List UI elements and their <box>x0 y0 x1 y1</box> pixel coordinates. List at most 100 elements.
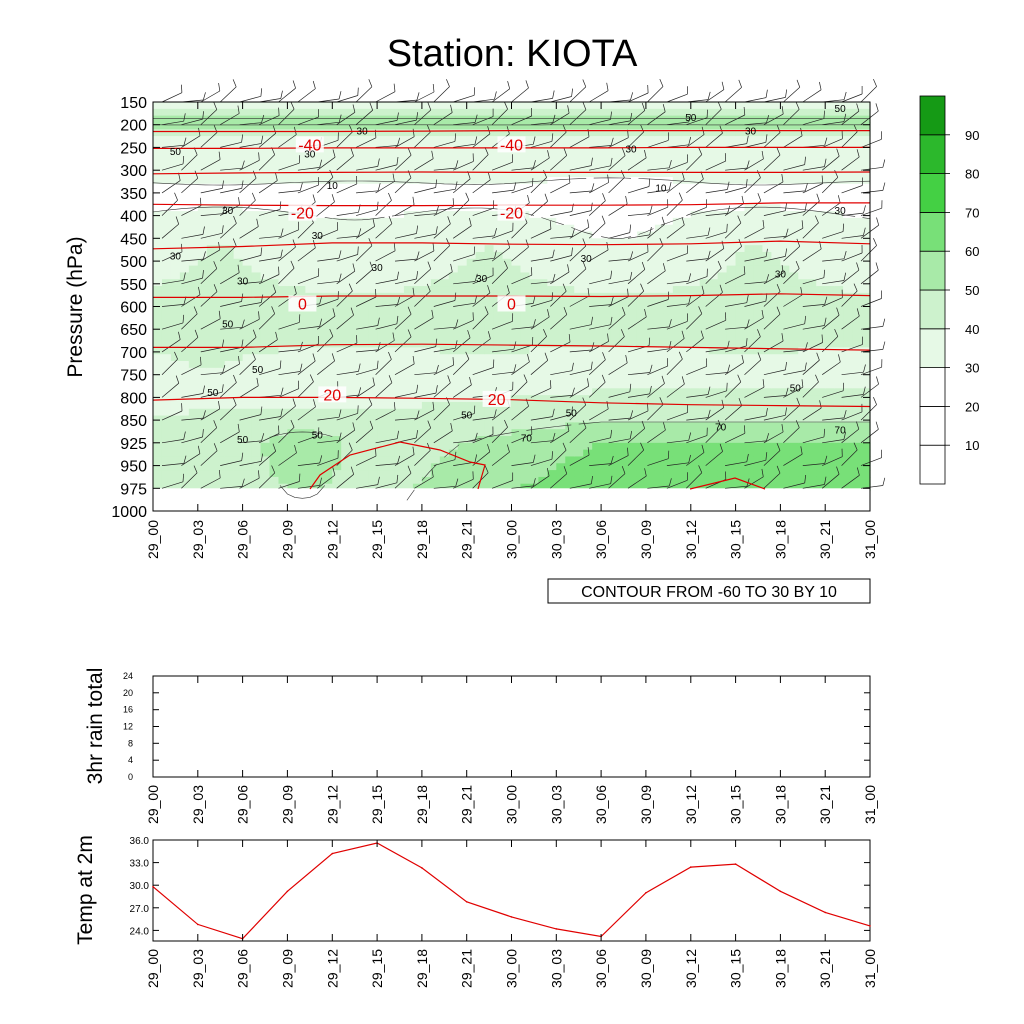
rh-cell <box>153 442 163 451</box>
wind-barb-flag <box>241 478 245 487</box>
rh-cell <box>762 422 773 430</box>
rh-cell <box>421 388 432 396</box>
rh-cell <box>663 354 674 362</box>
rh-cell <box>816 265 826 274</box>
rh-cell <box>645 354 656 362</box>
wind-barb-shaft <box>181 364 202 376</box>
rh-cell <box>556 238 566 246</box>
rh-cell <box>717 326 728 335</box>
rh-cell <box>708 408 719 417</box>
rh-cell <box>735 470 746 478</box>
rh-cell <box>843 456 853 464</box>
rh-cell <box>457 265 468 274</box>
rh-cell <box>663 204 674 212</box>
rh-cell <box>726 340 737 348</box>
wind-barb-flag <box>256 377 259 386</box>
rh-cell <box>636 463 647 471</box>
rh-cell <box>592 367 602 376</box>
rh-cell <box>717 176 728 185</box>
rh-cell <box>314 149 324 158</box>
rh-cell <box>645 102 656 110</box>
rh-cell <box>386 170 396 178</box>
rh-cell <box>708 217 719 226</box>
rh-cell <box>493 217 504 226</box>
rh-cell <box>538 156 548 164</box>
rh-cell <box>403 299 414 308</box>
rh-cell <box>583 299 593 308</box>
rh-cell <box>672 197 683 205</box>
wind-barb-shaft <box>161 163 184 171</box>
rh-cell <box>753 176 764 185</box>
rh-cell <box>771 340 781 348</box>
rh-cell <box>744 115 755 124</box>
rh-cell <box>798 176 808 185</box>
rh-cell <box>215 313 226 321</box>
rh-cell <box>448 320 459 328</box>
rh-cell <box>816 204 826 212</box>
rh-cell <box>439 251 450 260</box>
rh-cell <box>323 374 333 383</box>
rh-cell <box>215 367 226 376</box>
rh-cell <box>717 122 728 130</box>
rh-cell <box>699 190 710 199</box>
rh-cell <box>179 251 190 260</box>
rh-cell <box>368 320 378 328</box>
wind-barb-shaft <box>200 291 218 307</box>
rh-cell <box>645 163 656 171</box>
wind-barb-flag <box>278 266 280 275</box>
rh-cell <box>161 299 172 308</box>
rh-cell <box>224 142 235 151</box>
rh-cell <box>520 456 531 464</box>
rh-cell <box>645 272 656 280</box>
rh-cell <box>421 381 432 389</box>
wind-barb-shaft <box>297 435 319 444</box>
rh-cell <box>206 313 217 321</box>
rh-cell <box>547 204 557 212</box>
rh-cell <box>475 320 486 328</box>
wind-barb-shaft <box>336 290 353 307</box>
rh-cell <box>430 347 441 355</box>
rh-cell <box>350 422 360 430</box>
rh-cell <box>628 108 638 117</box>
rh-cell <box>502 367 513 376</box>
rh-cell <box>386 258 396 267</box>
rh-cell <box>690 108 701 117</box>
rh-cell <box>807 292 817 301</box>
rh-cell <box>556 388 566 396</box>
rh-cell <box>708 238 719 246</box>
rh-cell <box>350 217 360 226</box>
rh-cell <box>789 197 799 205</box>
rh-cell <box>278 286 289 294</box>
rh-cell <box>215 436 226 444</box>
rh-cell <box>843 197 853 205</box>
rh-cell <box>717 136 728 144</box>
rh-cell <box>654 176 665 185</box>
rh-cell <box>628 136 638 144</box>
rh-cell <box>628 367 638 376</box>
rh-cell <box>457 476 468 485</box>
rh-cell <box>645 115 656 124</box>
rh-cell <box>610 231 620 239</box>
rh-cell <box>601 115 611 124</box>
rh-cell <box>628 388 638 396</box>
wind-barb-shaft <box>200 249 220 262</box>
rh-cell <box>332 299 342 308</box>
rh-cell <box>341 463 351 471</box>
rh-cell <box>565 272 575 280</box>
wind-barb-flag <box>396 430 399 439</box>
rh-cell <box>457 197 468 205</box>
wind-barb-shaft <box>181 258 204 262</box>
rh-cell <box>520 149 531 158</box>
rh-cell <box>466 449 477 458</box>
rh-cell <box>601 476 611 485</box>
rh-cell <box>780 476 790 485</box>
rh-cell <box>206 156 217 164</box>
rh-cell <box>861 374 871 383</box>
rh-cell <box>296 320 306 328</box>
rh-cell <box>834 422 844 430</box>
rh-cell <box>305 258 315 267</box>
wind-barb-flag <box>213 102 218 110</box>
wind-barb-shaft <box>355 86 373 103</box>
rh-cell <box>170 265 181 274</box>
